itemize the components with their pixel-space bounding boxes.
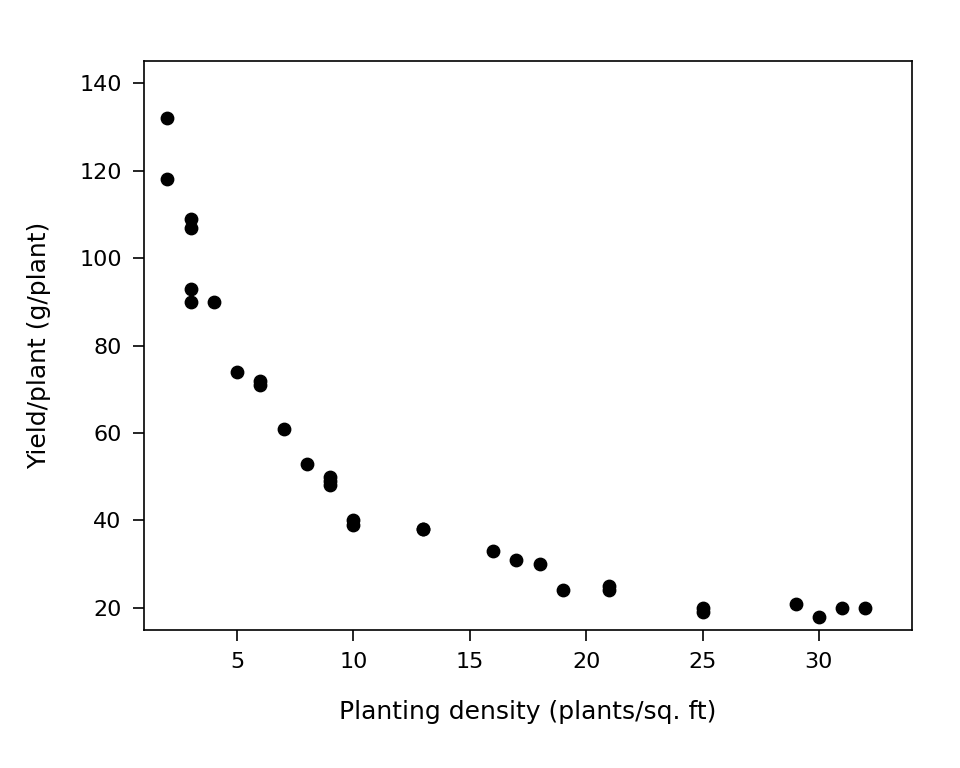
X-axis label: Planting density (plants/sq. ft): Planting density (plants/sq. ft) — [339, 700, 717, 723]
Point — [695, 606, 710, 618]
Point — [346, 518, 361, 531]
Point — [811, 611, 827, 623]
Point — [252, 379, 268, 391]
Point — [602, 580, 617, 592]
Point — [486, 545, 501, 558]
Point — [276, 422, 291, 435]
Point — [695, 602, 710, 614]
Point — [182, 221, 198, 233]
Point — [182, 213, 198, 225]
Point — [532, 558, 547, 571]
Point — [323, 479, 338, 492]
Point — [323, 471, 338, 483]
Point — [602, 584, 617, 597]
Point — [834, 602, 850, 614]
Point — [300, 458, 315, 470]
Point — [346, 515, 361, 527]
Point — [416, 523, 431, 535]
Point — [252, 375, 268, 387]
Point — [323, 475, 338, 487]
Point — [182, 283, 198, 295]
Point — [206, 296, 222, 308]
Y-axis label: Yield/plant (g/plant): Yield/plant (g/plant) — [28, 222, 52, 469]
Point — [858, 602, 874, 614]
Point — [159, 174, 175, 186]
Point — [229, 366, 245, 378]
Point — [416, 523, 431, 535]
Point — [182, 296, 198, 308]
Point — [509, 554, 524, 566]
Point — [555, 584, 570, 597]
Point — [159, 112, 175, 124]
Point — [788, 598, 804, 610]
